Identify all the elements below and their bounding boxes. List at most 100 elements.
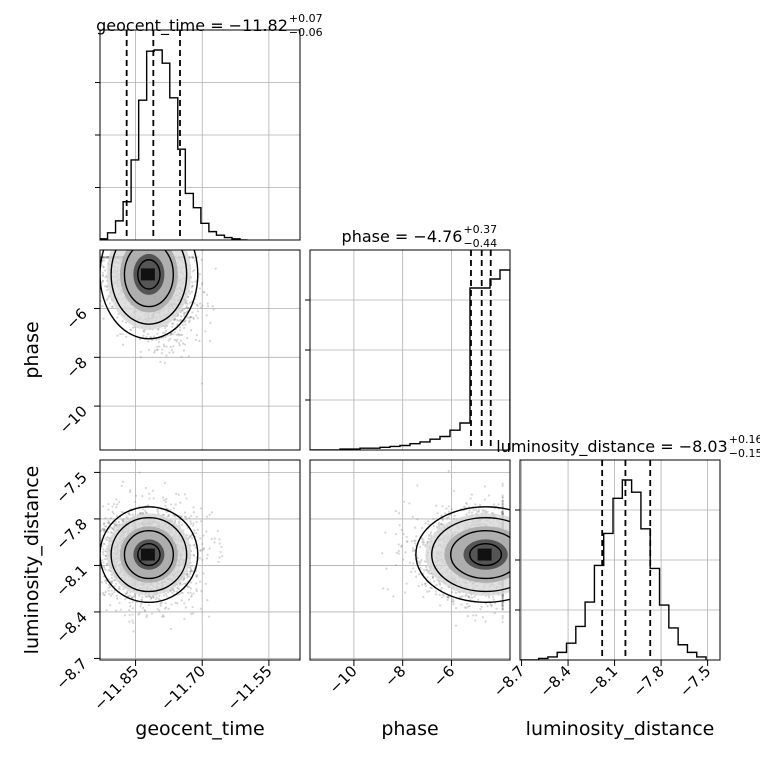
sample-point bbox=[181, 583, 184, 586]
sample-point bbox=[149, 596, 152, 599]
sample-point bbox=[93, 279, 95, 281]
sample-point bbox=[213, 541, 216, 544]
sample-point bbox=[90, 278, 92, 280]
sample-point bbox=[129, 605, 132, 608]
sample-point bbox=[206, 293, 209, 296]
sample-point bbox=[107, 589, 110, 592]
sample-point bbox=[186, 585, 189, 588]
sample-point bbox=[178, 522, 181, 525]
sample-point bbox=[191, 570, 195, 573]
sample-point bbox=[151, 339, 154, 342]
sample-point bbox=[189, 522, 193, 525]
sample-point bbox=[173, 515, 176, 518]
sample-point bbox=[169, 503, 173, 506]
sample-point bbox=[139, 605, 142, 608]
sample-point bbox=[189, 587, 192, 590]
sample-point bbox=[188, 301, 192, 304]
sample-point bbox=[195, 303, 199, 306]
sample-point bbox=[91, 280, 93, 282]
sample-point bbox=[124, 593, 127, 596]
sample-point bbox=[187, 591, 190, 594]
sample-point bbox=[115, 609, 118, 612]
sample-point bbox=[172, 351, 175, 354]
sample-point bbox=[191, 605, 194, 609]
sample-point bbox=[93, 256, 95, 258]
sample-point bbox=[92, 519, 94, 521]
sample-point bbox=[122, 518, 125, 521]
sample-point bbox=[189, 520, 192, 523]
sample-point bbox=[111, 505, 114, 508]
sample-point bbox=[196, 316, 200, 320]
sample-point bbox=[179, 328, 182, 332]
sample-point bbox=[169, 332, 173, 336]
sample-point bbox=[163, 594, 166, 597]
sample-point bbox=[188, 317, 191, 320]
sample-point bbox=[88, 293, 90, 295]
sample-point bbox=[107, 569, 110, 572]
sample-point bbox=[134, 494, 138, 497]
sample-point bbox=[96, 256, 98, 258]
sample-point bbox=[104, 276, 107, 279]
sample-point bbox=[102, 256, 105, 259]
sample-point bbox=[170, 349, 173, 352]
sample-point bbox=[200, 382, 204, 385]
sample-point bbox=[210, 537, 213, 540]
sample-point bbox=[145, 595, 148, 598]
sample-point bbox=[191, 256, 194, 259]
sample-point bbox=[110, 305, 114, 308]
sample-point bbox=[103, 528, 106, 531]
sample-point bbox=[204, 582, 207, 585]
sample-point bbox=[103, 529, 106, 532]
sample-point bbox=[129, 328, 132, 331]
sample-point bbox=[118, 588, 121, 591]
sample-point bbox=[124, 598, 127, 601]
sample-point bbox=[191, 284, 194, 287]
sample-point bbox=[187, 598, 191, 601]
sample-point bbox=[192, 553, 195, 556]
sample-point bbox=[147, 504, 150, 507]
sample-point bbox=[101, 271, 104, 274]
sample-point bbox=[85, 558, 87, 560]
histogram-phase bbox=[310, 269, 510, 450]
sample-point bbox=[105, 298, 108, 302]
sample-point bbox=[132, 595, 135, 598]
sample-point bbox=[159, 602, 162, 605]
contour-3 bbox=[100, 250, 199, 340]
sample-point bbox=[93, 275, 95, 277]
sample-point bbox=[86, 256, 88, 258]
sample-point bbox=[180, 523, 183, 527]
sample-point bbox=[183, 311, 186, 314]
sample-point bbox=[86, 553, 88, 555]
sample-point bbox=[150, 612, 154, 615]
sample-point bbox=[98, 256, 100, 258]
sample-point bbox=[189, 569, 192, 572]
sample-point bbox=[109, 526, 112, 529]
sample-point bbox=[187, 355, 190, 358]
sample-point bbox=[97, 256, 99, 258]
sample-point bbox=[102, 256, 106, 259]
sample-point bbox=[101, 256, 105, 259]
sample-point bbox=[109, 585, 112, 588]
sample-point bbox=[124, 321, 128, 324]
sample-point bbox=[117, 587, 120, 590]
sample-point bbox=[148, 497, 151, 500]
sample-point bbox=[186, 576, 189, 579]
sample-point bbox=[83, 557, 85, 559]
sample-point bbox=[188, 319, 191, 322]
sample-point bbox=[186, 585, 189, 588]
sample-point bbox=[218, 542, 221, 545]
sample-point bbox=[101, 274, 104, 277]
sample-point bbox=[190, 612, 193, 615]
sample-point bbox=[199, 507, 202, 510]
sample-point bbox=[190, 595, 193, 598]
sample-point bbox=[90, 557, 92, 559]
sample-point bbox=[145, 614, 148, 617]
sample-point bbox=[156, 332, 159, 335]
sample-point bbox=[192, 256, 195, 260]
sample-point bbox=[202, 290, 205, 293]
sample-point bbox=[108, 302, 112, 305]
sample-point bbox=[122, 588, 125, 591]
contour-0 bbox=[137, 259, 161, 290]
sample-point bbox=[101, 279, 104, 283]
sample-point bbox=[176, 318, 179, 322]
